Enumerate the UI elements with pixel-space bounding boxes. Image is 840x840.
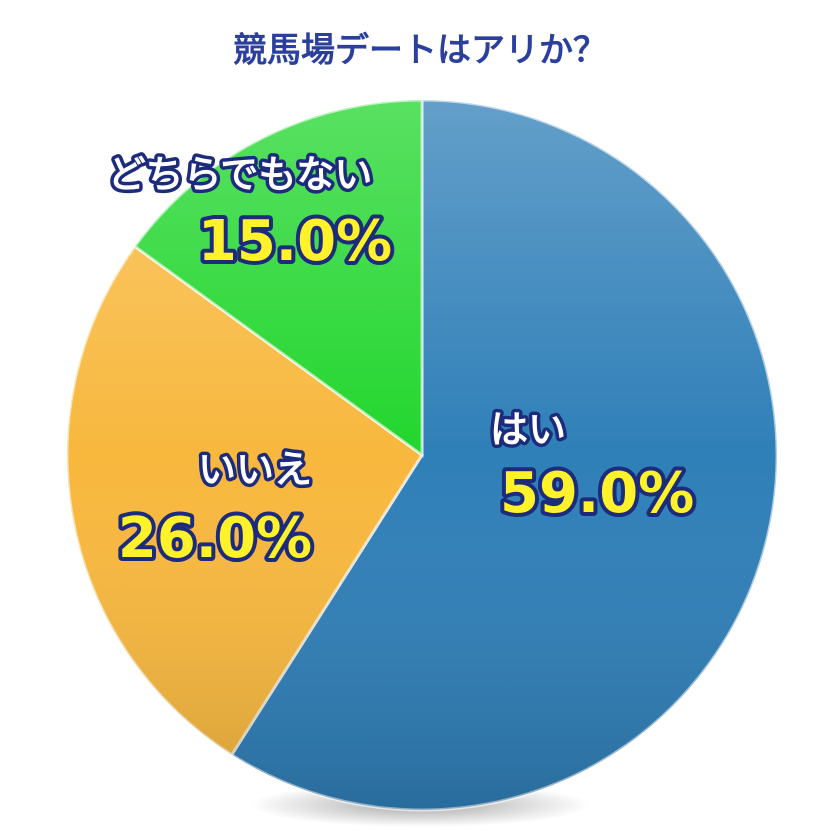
- slice-value-label: 26.0%: [118, 506, 312, 571]
- chart-title: 競馬場デートはアリか？: [233, 31, 607, 71]
- pie: [65, 98, 779, 812]
- slice-category: どちらでもない: [108, 153, 373, 197]
- slice-value-label: 15.0%: [198, 209, 392, 274]
- slice-category: いいえ: [198, 448, 312, 492]
- slice-category: はい: [490, 408, 566, 452]
- slice-value-label: 59.0%: [500, 461, 694, 526]
- labels: はい 59.0% いいえ 26.0% どちらでもない 15.0%: [104, 149, 698, 575]
